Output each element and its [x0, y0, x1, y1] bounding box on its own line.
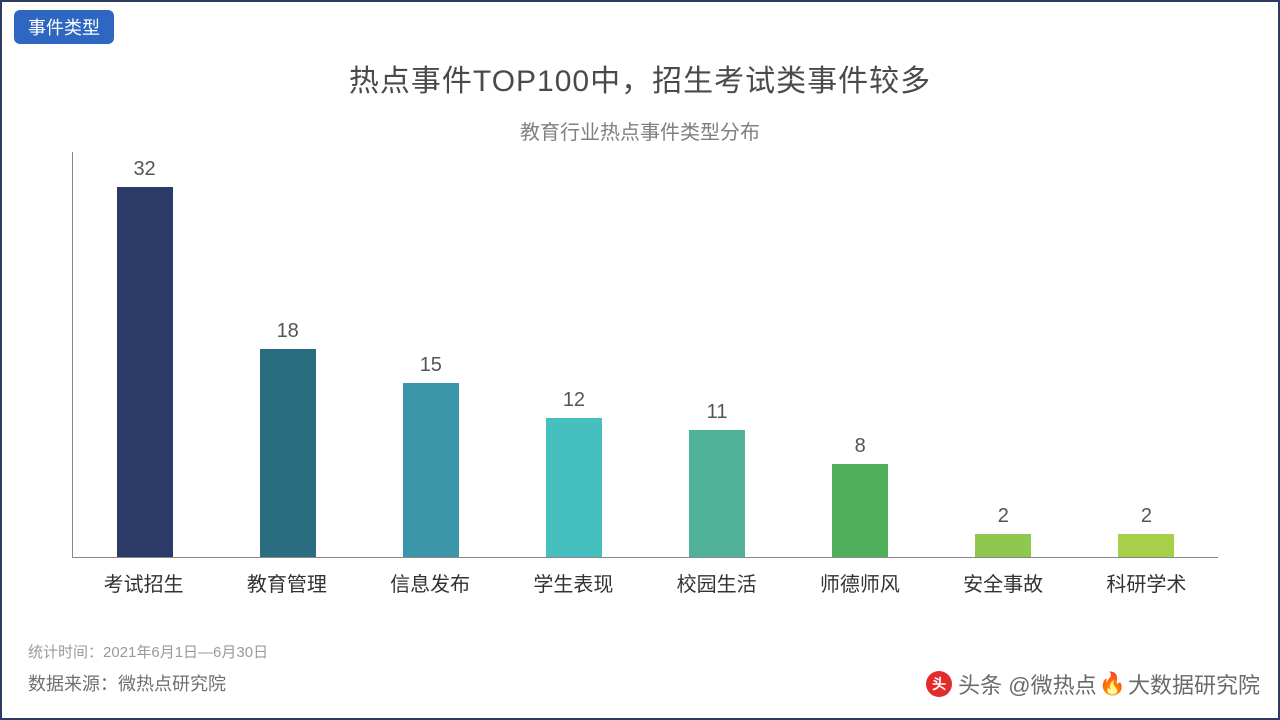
- bar-value-label: 12: [563, 389, 585, 412]
- chart-area: 32 18 15 12 11 8 2 2 考试招生教育管理信息发布学生表现校园生活师德师风安全…: [72, 152, 1218, 598]
- plot-area: 32 18 15 12 11 8 2 2: [72, 152, 1218, 558]
- bar-value-label: 11: [707, 401, 728, 424]
- bar-value-label: 15: [420, 354, 442, 377]
- chart-frame: 事件类型 热点事件TOP100中，招生考试类事件较多 教育行业热点事件类型分布 …: [0, 0, 1280, 720]
- bar-column: 8: [789, 152, 932, 557]
- bar-column: 12: [502, 152, 645, 557]
- bar: [832, 464, 888, 557]
- x-axis-label: 师德师风: [788, 558, 931, 598]
- watermark-name-1: 微热点: [1031, 668, 1097, 700]
- bar: [975, 534, 1031, 557]
- data-source-text: 数据来源：微热点研究院: [28, 670, 268, 696]
- toutiao-logo-icon: 头: [926, 671, 952, 697]
- fire-icon: 🔥: [1099, 671, 1126, 697]
- x-axis-label: 学生表现: [502, 558, 645, 598]
- x-axis-label: 信息发布: [359, 558, 502, 598]
- bar: [546, 418, 602, 557]
- chart-footer: 统计时间：2021年6月1日—6月30日 数据来源：微热点研究院: [28, 641, 268, 696]
- x-axis-labels: 考试招生教育管理信息发布学生表现校园生活师德师风安全事故科研学术: [72, 558, 1218, 598]
- stat-time-text: 统计时间：2021年6月1日—6月30日: [28, 641, 268, 662]
- x-axis-label: 安全事故: [932, 558, 1075, 598]
- bar-value-label: 2: [998, 505, 1009, 528]
- bar-value-label: 8: [855, 435, 866, 458]
- bars-container: 32 18 15 12 11 8 2 2: [73, 152, 1218, 557]
- watermark: 头 头条 @ 微热点 🔥 大数据研究院: [926, 668, 1260, 700]
- x-axis-label: 考试招生: [72, 558, 215, 598]
- bar-column: 32: [73, 152, 216, 557]
- x-axis-label: 校园生活: [645, 558, 788, 598]
- bar: [689, 430, 745, 557]
- bar: [260, 349, 316, 557]
- bar-value-label: 2: [1141, 505, 1152, 528]
- bar: [117, 187, 173, 557]
- x-axis-label: 科研学术: [1075, 558, 1218, 598]
- watermark-prefix: 头条 @: [958, 668, 1030, 700]
- bar-column: 15: [359, 152, 502, 557]
- bar: [403, 383, 459, 557]
- chart-title: 热点事件TOP100中，招生考试类事件较多: [2, 56, 1278, 100]
- bar-value-label: 32: [133, 158, 155, 181]
- bar-column: 18: [216, 152, 359, 557]
- bar-value-label: 18: [277, 320, 299, 343]
- x-axis-label: 教育管理: [215, 558, 358, 598]
- chart-subtitle: 教育行业热点事件类型分布: [2, 116, 1278, 145]
- bar-column: 2: [1075, 152, 1218, 557]
- bar-column: 2: [932, 152, 1075, 557]
- bar-column: 11: [646, 152, 789, 557]
- bar: [1118, 534, 1174, 557]
- category-badge: 事件类型: [14, 10, 114, 44]
- watermark-name-2: 大数据研究院: [1128, 668, 1260, 700]
